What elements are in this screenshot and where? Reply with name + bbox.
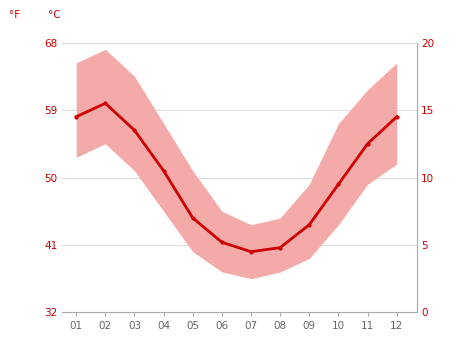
Text: °F: °F xyxy=(9,10,20,20)
Text: °C: °C xyxy=(48,10,60,20)
